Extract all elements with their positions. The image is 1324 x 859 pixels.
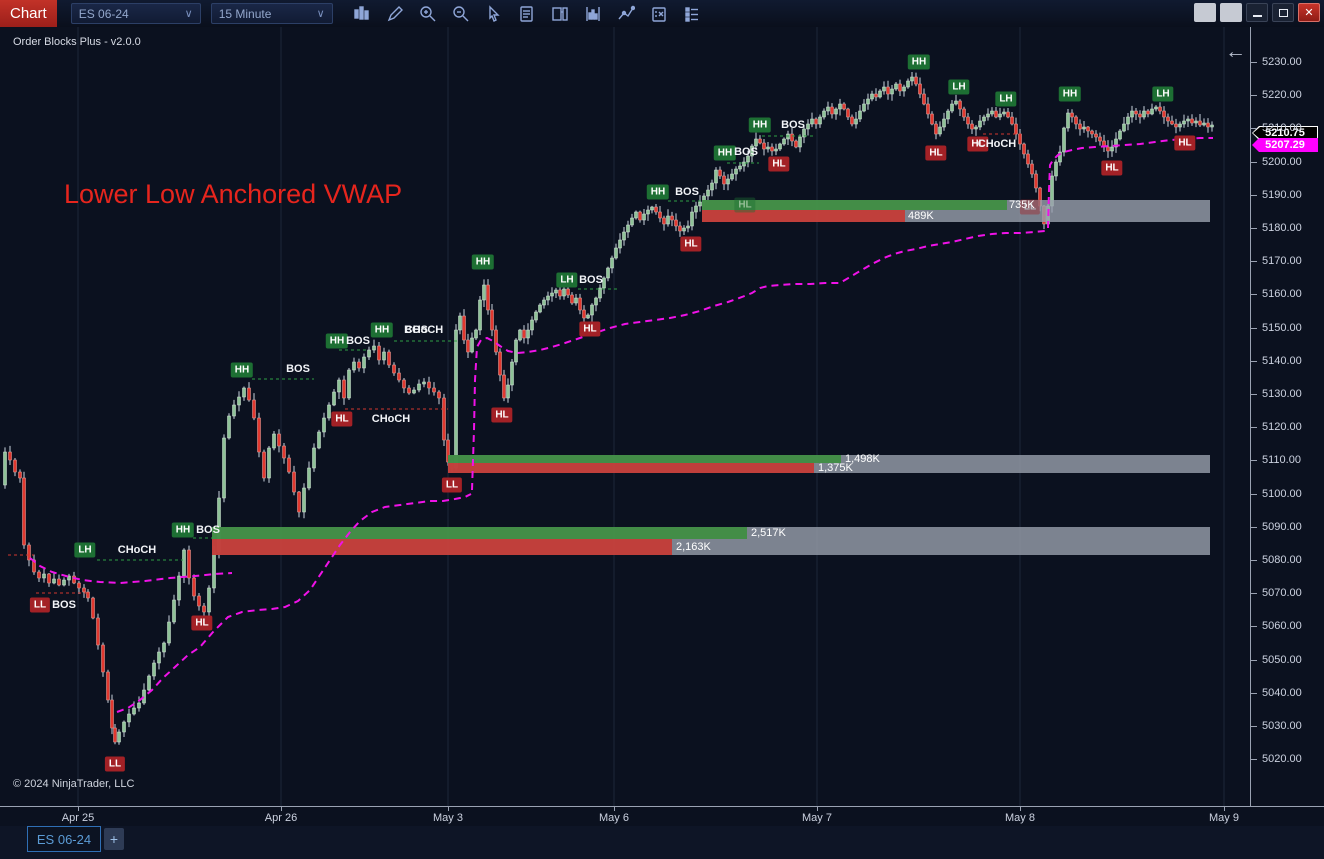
- price-tick: [1251, 659, 1257, 661]
- data-box-icon[interactable]: [516, 4, 538, 24]
- restore-icon: [1278, 8, 1288, 17]
- time-label: May 3: [433, 812, 463, 824]
- time-tick: [281, 807, 282, 811]
- properties-icon[interactable]: [681, 4, 703, 24]
- cursor-icon[interactable]: [483, 4, 505, 24]
- price-tick: [1251, 726, 1257, 727]
- price-label: 5190.00: [1262, 188, 1302, 201]
- price-label: 5110.00: [1262, 454, 1301, 467]
- price-label: 5160.00: [1262, 288, 1302, 301]
- time-label: Apr 26: [264, 812, 298, 824]
- price-tick: [1251, 526, 1257, 528]
- time-label: May 7: [802, 812, 832, 824]
- interval-value: 15 Minute: [218, 6, 272, 21]
- instrument-link-button[interactable]: [1194, 3, 1216, 22]
- price-label: 5020.00: [1262, 753, 1302, 766]
- interval-link-button[interactable]: [1220, 3, 1242, 22]
- price-tick: [1251, 228, 1257, 229]
- price-tick: [1251, 759, 1257, 761]
- drawing-tools-icon[interactable]: [384, 4, 406, 24]
- minimize-icon: [1252, 15, 1262, 17]
- time-tick: [1224, 807, 1225, 811]
- chart-menu-button[interactable]: Chart: [0, 0, 57, 27]
- price-tick: [1251, 62, 1257, 63]
- indicators-panel-icon[interactable]: [582, 4, 604, 24]
- chart-svg: [3, 27, 1225, 806]
- close-button[interactable]: ✕: [1298, 3, 1320, 22]
- window-controls: ✕: [1194, 3, 1320, 22]
- restore-button[interactable]: [1272, 3, 1294, 22]
- chevron-down-icon: ∨: [184, 8, 193, 20]
- chart-style-icon[interactable]: [351, 4, 373, 24]
- chart-trader-icon[interactable]: [549, 4, 571, 24]
- price-tick: [1251, 427, 1257, 429]
- price-label: 5200.00: [1262, 155, 1302, 168]
- price-axis[interactable]: 5210.75 5207.29 5230.00 5220.00 5210.00 520…: [1250, 27, 1324, 806]
- price-label: 5030.00: [1262, 720, 1302, 732]
- drawing-line-icon[interactable]: [615, 4, 637, 24]
- add-tab-button[interactable]: +: [104, 828, 124, 850]
- tab-bar: ES 06-24 +: [0, 826, 1324, 859]
- last-price-value: 5210.75: [1253, 127, 1317, 139]
- price-tick: [1251, 360, 1257, 362]
- price-tick: [1251, 593, 1257, 595]
- price-tick: [1251, 95, 1257, 97]
- zoom-in-icon[interactable]: [417, 4, 439, 24]
- price-tick: [1251, 394, 1257, 395]
- price-tick: [1251, 493, 1257, 495]
- toolbar-icons: [351, 4, 703, 24]
- price-tick: [1251, 294, 1257, 296]
- instrument-select[interactable]: ES 06-24 ∨: [70, 3, 201, 24]
- price-tick: [1251, 261, 1257, 263]
- price-tick: [1251, 692, 1257, 694]
- price-tick: [1251, 460, 1257, 462]
- time-label: Apr 25: [61, 812, 95, 824]
- minimize-button[interactable]: [1246, 3, 1268, 22]
- jump-to-latest-arrow-icon[interactable]: ←: [1225, 40, 1246, 63]
- price-label: 5090.00: [1262, 520, 1302, 533]
- chevron-down-icon: ∨: [316, 8, 325, 20]
- price-label: 5140.00: [1262, 354, 1302, 367]
- price-label: 5180.00: [1262, 222, 1302, 234]
- tab-es-06-24[interactable]: ES 06-24: [27, 826, 101, 852]
- time-label: May 6: [599, 812, 629, 824]
- time-axis[interactable]: Apr 25 Apr 26 May 3 May 6 May 7 May 8 May 9: [0, 806, 1324, 826]
- price-tick: [1251, 194, 1257, 196]
- price-tick: [1251, 327, 1257, 329]
- price-label: 5210.00: [1262, 122, 1302, 135]
- time-tick: [448, 807, 449, 811]
- price-label: 5230.00: [1262, 56, 1302, 68]
- price-tick: [1251, 626, 1257, 628]
- price-label: 5100.00: [1262, 487, 1302, 500]
- vwap-price-marker: 5207.29: [1252, 138, 1318, 152]
- price-tick: [1251, 560, 1257, 561]
- price-label: 5070.00: [1262, 587, 1302, 600]
- price-label: 5080.00: [1262, 554, 1302, 566]
- price-label: 5130.00: [1262, 388, 1302, 400]
- toolbar: Chart ES 06-24 ∨ 15 Minute ∨: [0, 0, 1324, 27]
- price-label: 5220.00: [1262, 89, 1302, 102]
- time-label: May 9: [1209, 812, 1239, 824]
- price-label: 5060.00: [1262, 620, 1302, 633]
- time-tick: [817, 807, 818, 811]
- price-label: 5170.00: [1262, 255, 1302, 268]
- interval-select[interactable]: 15 Minute ∨: [210, 3, 333, 24]
- strategies-icon[interactable]: [648, 4, 670, 24]
- price-tick: [1251, 161, 1257, 163]
- last-price-marker: 5210.75: [1252, 126, 1318, 140]
- zoom-out-icon[interactable]: [450, 4, 472, 24]
- price-label: 5040.00: [1262, 686, 1302, 699]
- time-label: May 8: [1005, 812, 1035, 824]
- price-tick: [1251, 128, 1257, 130]
- time-tick: [1020, 807, 1021, 811]
- chart-plot[interactable]: Order Blocks Plus - v2.0.0 Lower Low Anc…: [0, 27, 1250, 806]
- time-tick: [614, 807, 615, 811]
- price-label: 5050.00: [1262, 653, 1302, 666]
- instrument-value: ES 06-24: [78, 6, 129, 21]
- price-label: 5120.00: [1262, 421, 1302, 434]
- price-label: 5150.00: [1262, 321, 1302, 334]
- time-tick: [78, 807, 79, 811]
